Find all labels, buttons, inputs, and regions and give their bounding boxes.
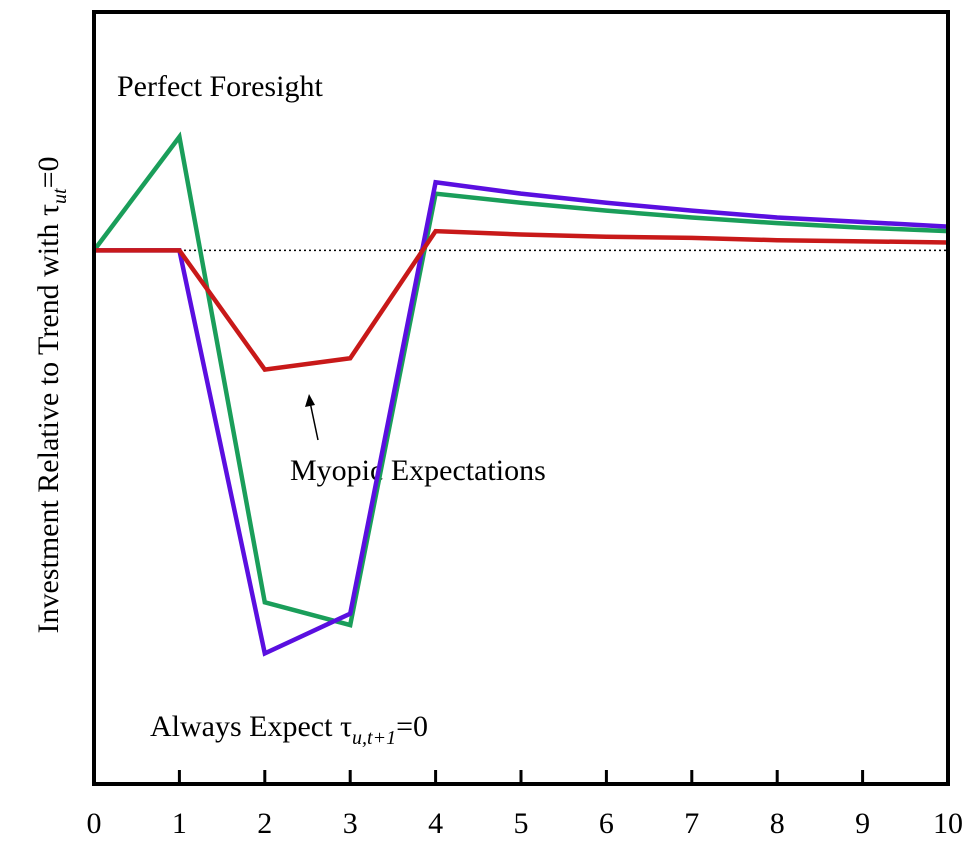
annotation-always-expect: Always Expect τu,t+1=0 <box>150 710 428 749</box>
series-line-perfect-foresight <box>92 131 949 628</box>
y-axis-label: Investment Relative to Trend with τut=0 <box>32 156 71 633</box>
x-tick-label: 10 <box>933 807 963 840</box>
x-tick-label: 3 <box>343 807 358 840</box>
annotation-always-expect-subscript: u,t+1 <box>352 727 396 749</box>
annotation-perfect-foresight: Perfect Foresight <box>117 70 323 103</box>
annotation-myopic-expectations: Myopic Expectations <box>290 454 546 487</box>
series-line-always-expect-zero <box>94 179 949 657</box>
y-axis-label-main: Investment Relative to Trend with τ <box>32 204 65 634</box>
annotation-always-expect-main: Always Expect τ <box>150 710 352 743</box>
plot-frame <box>92 10 950 786</box>
y-axis-label-subscript: ut <box>49 188 71 204</box>
x-tick-label: 9 <box>855 807 870 840</box>
x-tick-label: 5 <box>514 807 529 840</box>
x-tick-label: 6 <box>599 807 614 840</box>
x-tick-label: 7 <box>684 807 699 840</box>
x-ticks-group: 0 1 2 3 4 5 6 7 8 9 10 <box>87 770 963 840</box>
annotation-myopic-arrowhead <box>305 394 315 407</box>
x-tick-label: 1 <box>172 807 187 840</box>
series-line-myopic <box>94 228 949 373</box>
series-group <box>92 131 949 657</box>
x-tick-label: 2 <box>257 807 272 840</box>
x-tick-label: 4 <box>428 807 443 840</box>
y-axis-label-suffix: =0 <box>32 156 65 188</box>
x-tick-label: 8 <box>770 807 785 840</box>
x-tick-label: 0 <box>87 807 102 840</box>
annotation-myopic-arrow <box>309 401 319 441</box>
annotation-always-expect-suffix: =0 <box>396 710 428 743</box>
